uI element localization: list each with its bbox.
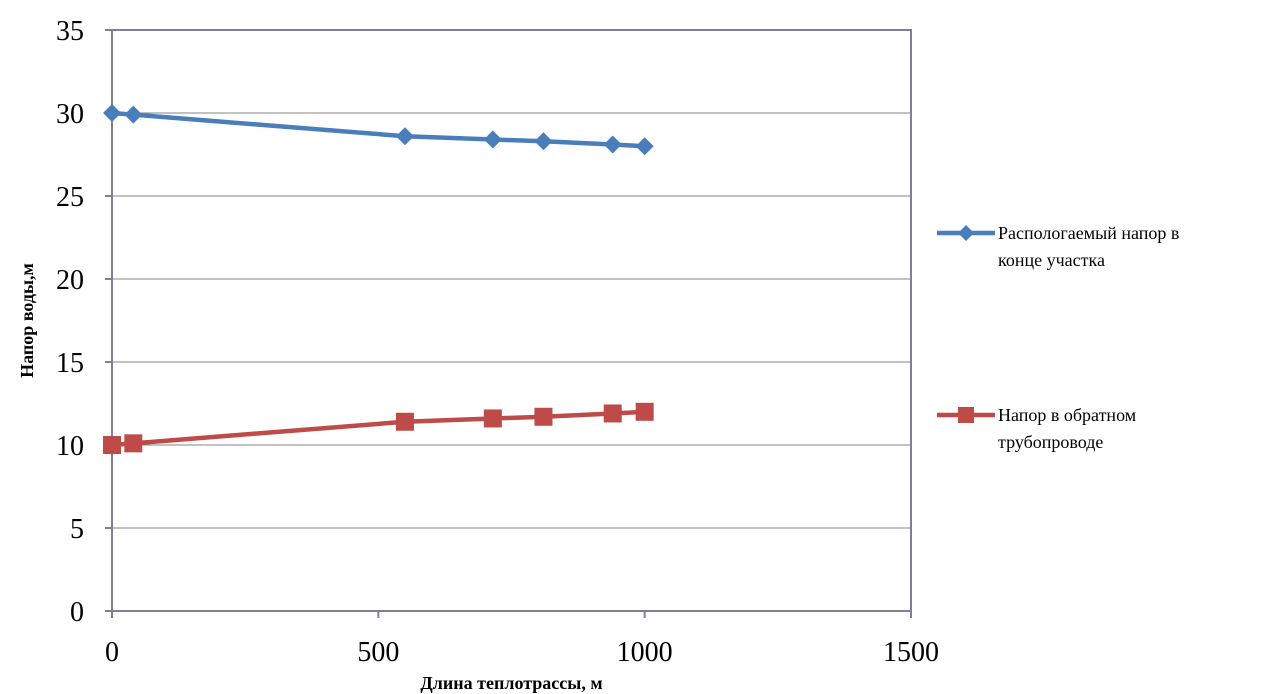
y-tick-label: 5 [70,514,84,545]
data-point-square [103,436,121,454]
legend-label: трубопроводе [998,432,1103,452]
y-axis-ticks: 0 5 10 15 20 25 30 35 [56,16,112,628]
data-point-square [534,407,553,426]
legend-item-2: Напор в обратном трубопроводе [937,405,1136,452]
data-point-diamond [534,132,553,151]
data-point-diamond [958,225,974,241]
y-tick-label: 25 [56,182,84,213]
data-point-square [958,407,974,423]
legend-label: конце участка [998,250,1105,270]
y-tick-label: 35 [56,16,84,47]
x-tick-label: 0 [105,637,119,668]
y-tick-label: 20 [56,265,84,296]
plot-area-frame [111,29,912,612]
series-line [111,110,645,149]
data-point-square [483,409,502,428]
data-point-square [395,412,414,431]
data-point-diamond [483,130,502,149]
data-point-square [603,404,622,423]
y-tick-label: 30 [56,99,84,130]
data-point-square [124,434,143,453]
x-tick-label: 1500 [883,637,939,668]
x-axis-title: Длина теплотрассы, м [420,673,602,693]
series-layer [103,104,654,454]
data-point-diamond [635,137,654,156]
x-tick-label: 500 [357,637,399,668]
y-tick-label: 0 [70,597,84,628]
series-line [111,409,645,448]
data-point-diamond [395,127,414,146]
data-point-square [635,402,654,421]
series-1 [103,104,654,156]
data-point-diamond [124,105,143,124]
x-axis-ticks: 0 500 1000 1500 [105,611,939,668]
gridlines [112,112,911,529]
y-tick-label: 10 [56,431,84,462]
legend-label: Распологаемый напор в [998,223,1179,243]
legend-item-1: Распологаемый напор в конце участка [937,223,1179,270]
x-tick-label: 1000 [617,637,673,668]
legend: Распологаемый напор в конце участка Напор … [937,223,1179,452]
data-point-diamond [103,104,121,122]
legend-label: Напор в обратном [998,405,1136,425]
series-2 [103,402,654,454]
data-point-diamond [603,135,622,154]
y-tick-label: 15 [56,348,84,379]
y-axis-title: Напор воды,м [17,263,37,378]
